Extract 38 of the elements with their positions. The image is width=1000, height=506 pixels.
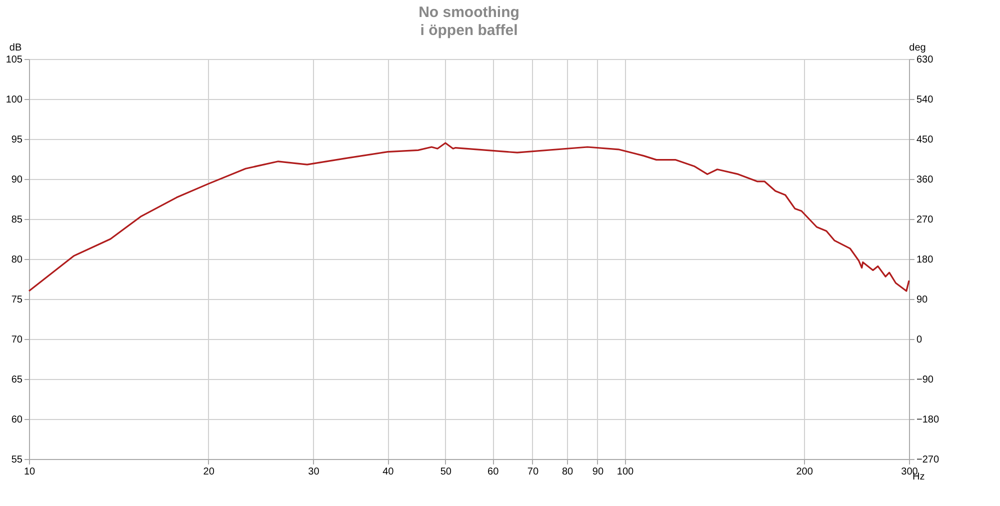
x-tick-label: 100 bbox=[616, 466, 634, 478]
y-tick-label: 55 bbox=[11, 454, 23, 466]
x-tick-label: 40 bbox=[382, 466, 394, 478]
x-tick-label: 70 bbox=[527, 466, 539, 478]
x-tick-label: 20 bbox=[203, 466, 215, 478]
y-axis-title: dB bbox=[9, 42, 22, 54]
y2-tick-label: 270 bbox=[916, 214, 934, 226]
y2-tick-label: 450 bbox=[916, 134, 934, 146]
chart-title: No smoothing bbox=[418, 4, 520, 21]
y2-axis-title: deg bbox=[909, 42, 926, 54]
y2-tick-label: −180 bbox=[916, 414, 940, 426]
x-tick-label: 200 bbox=[796, 466, 814, 478]
y-tick-label: 100 bbox=[6, 94, 23, 106]
y-tick-label: 60 bbox=[11, 414, 23, 426]
y2-tick-label: 360 bbox=[916, 174, 934, 186]
chart-subtitle: i öppen baffel bbox=[420, 22, 518, 39]
y2-tick-label: 90 bbox=[916, 294, 928, 306]
y-tick-label: 85 bbox=[11, 214, 23, 226]
x-tick-label: 90 bbox=[592, 466, 604, 478]
y2-tick-label: −270 bbox=[916, 454, 940, 466]
y2-tick-label: 540 bbox=[916, 94, 934, 106]
x-tick-label: 50 bbox=[440, 466, 452, 478]
x-tick-label: 60 bbox=[488, 466, 500, 478]
x-tick-label: 30 bbox=[308, 466, 320, 478]
y2-tick-label: 180 bbox=[916, 254, 934, 266]
x-tick-label: 80 bbox=[562, 466, 574, 478]
y-tick-label: 80 bbox=[11, 254, 23, 266]
y-tick-label: 95 bbox=[11, 134, 23, 146]
x-tick-label: 10 bbox=[24, 466, 36, 478]
y-tick-label: 90 bbox=[11, 174, 23, 186]
x-axis-title: Hz bbox=[912, 472, 925, 482]
y-tick-label: 65 bbox=[11, 374, 23, 386]
y2-tick-label: 630 bbox=[916, 54, 934, 66]
y-tick-label: 75 bbox=[11, 294, 23, 306]
y-tick-label: 70 bbox=[11, 334, 23, 346]
y-tick-label: 105 bbox=[6, 54, 23, 66]
y2-tick-label: −90 bbox=[916, 374, 934, 386]
y2-tick-label: 0 bbox=[916, 334, 922, 346]
